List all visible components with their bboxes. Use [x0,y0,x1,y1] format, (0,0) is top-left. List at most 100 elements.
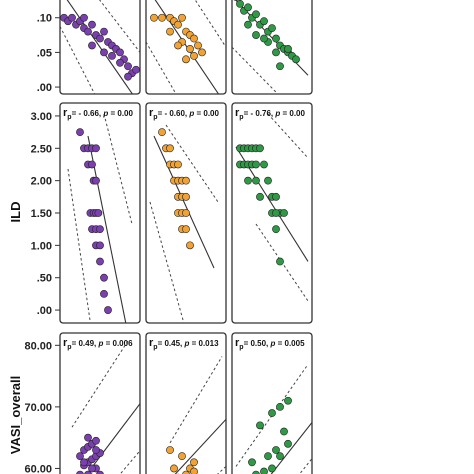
y-tick-label: 70.00 [24,402,52,414]
data-point [244,20,252,29]
data-points [60,0,300,474]
data-point [92,446,100,454]
panel-trend-group [71,340,140,474]
data-point [88,464,96,473]
data-point [284,45,292,53]
data-point [260,467,268,474]
data-point [84,27,92,36]
scatter-panel [145,0,227,95]
data-point [198,48,206,57]
data-point [84,470,92,474]
data-point [276,402,284,411]
confidence-band-lower [217,466,226,474]
y-tick-label: 1.50 [31,208,52,220]
data-point [260,17,268,26]
data-point [264,176,272,185]
data-point [252,470,260,474]
data-point [108,51,116,60]
data-point [124,62,132,71]
data-point [174,160,182,169]
data-point [158,128,166,137]
data-point [272,209,280,217]
data-point [96,34,104,43]
y-axis-label-vasi-overall: VASI_overall [8,376,23,455]
data-point [150,13,158,22]
data-point [190,34,198,43]
scatter-panel [59,332,141,474]
data-point [182,225,190,234]
data-point [76,128,84,137]
panel-points-group [248,396,292,474]
data-point [260,160,268,169]
axis-text: ILD VASI_overall .00 .05 .10 .00 .50 1.00 1.50… [8,13,305,474]
regression-line [153,135,215,269]
data-point [182,55,190,64]
data-point [100,48,108,57]
confidence-band-lower [146,41,177,94]
panel-points-group [76,128,112,314]
data-point [166,144,174,153]
panel-points-group [158,128,194,250]
y-tick-label: .10 [37,13,52,25]
confidence-band-upper [165,124,219,203]
data-point [166,446,174,454]
data-point [96,257,104,266]
data-point [76,452,84,461]
y-tick-label: 1.00 [31,240,52,252]
confidence-band-upper [71,340,129,428]
data-point [96,225,104,234]
y-tick-label: .50 [37,273,52,285]
panel-trend-group [60,0,140,94]
panel-points-group [60,13,140,81]
data-point [256,192,264,201]
panel-trend-group [169,356,226,474]
data-point [272,446,280,454]
data-point [264,452,272,461]
data-point [178,13,186,22]
data-point [174,41,182,50]
data-point [190,467,198,474]
y-tick-label: .00 [37,305,52,317]
data-point [252,176,260,185]
data-point [190,51,198,60]
regression-line [174,418,226,474]
data-point [186,241,194,250]
data-point [190,458,198,467]
panel-points-group [150,13,206,64]
data-point [248,458,256,467]
data-point [186,45,194,53]
data-point [292,55,300,64]
data-point [256,421,264,430]
data-point [260,34,268,43]
data-point [182,209,190,217]
data-point [268,464,276,473]
data-point [256,144,264,153]
data-point [174,20,182,29]
data-point [100,289,108,298]
data-point [116,58,124,67]
data-point [94,209,103,217]
data-point [88,41,96,50]
panel-points-group [233,0,300,71]
data-point [280,209,288,217]
data-point [96,470,104,474]
data-point [284,396,292,405]
data-point [252,31,260,39]
data-point [178,452,186,461]
data-point [276,257,284,266]
regression-line [154,0,220,94]
data-point [244,3,252,12]
regression-line [87,135,127,323]
correlation-annotation: rp= 0.45, p = 0.013 [149,337,219,351]
panel-trend-group [67,113,133,323]
regression-line [270,422,312,474]
data-point [88,160,96,169]
data-point [116,48,124,57]
data-point [252,10,260,19]
panel-points-group [76,433,104,474]
y-tick-label: .05 [37,47,52,59]
data-point [92,176,100,185]
confidence-band-lower [232,46,279,94]
data-point [170,464,178,473]
scatter-panel [231,332,313,474]
